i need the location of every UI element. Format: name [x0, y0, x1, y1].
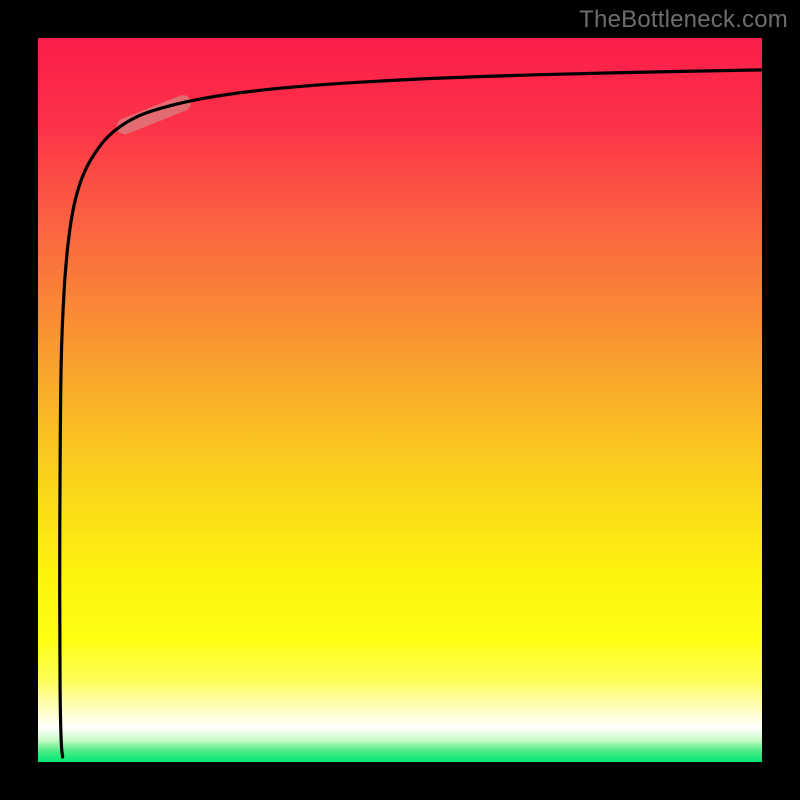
bottleneck-chart: TheBottleneck.com	[0, 0, 800, 800]
plot-area	[38, 38, 762, 762]
curve-layer	[38, 38, 762, 762]
bottleneck-curve	[60, 70, 762, 757]
highlight-segment	[125, 103, 183, 126]
watermark-label: TheBottleneck.com	[579, 6, 788, 34]
